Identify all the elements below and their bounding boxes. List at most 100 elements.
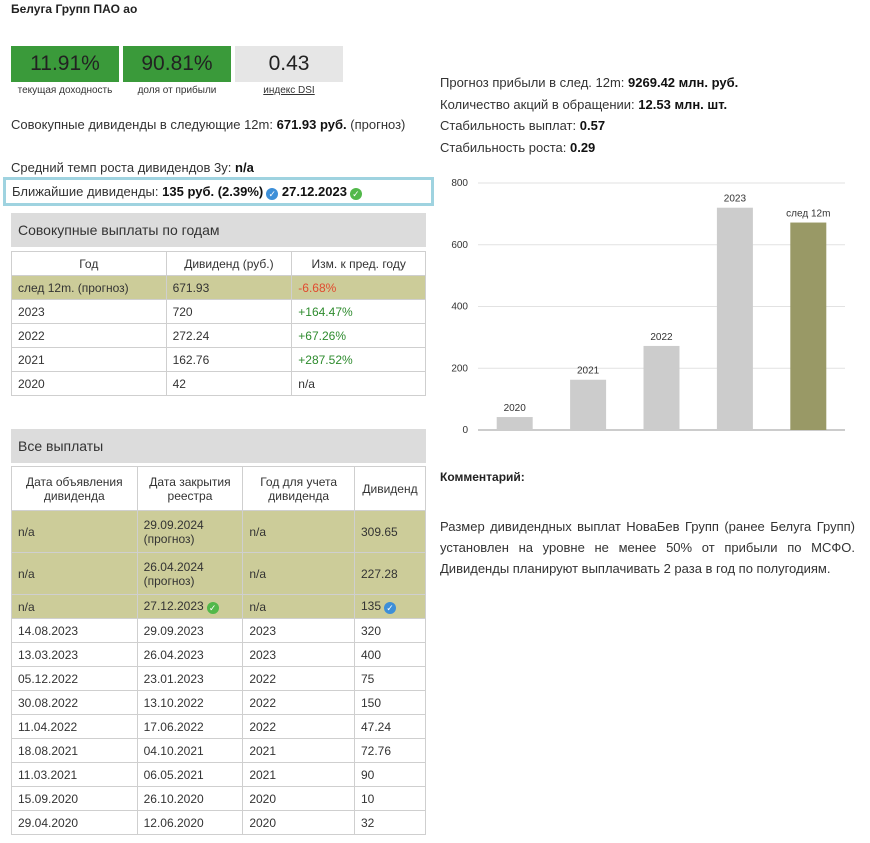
chart-bar xyxy=(790,222,827,430)
cell-close: 23.01.2023 xyxy=(136,666,244,691)
stab-growth-value: 0.29 xyxy=(569,140,596,155)
table-row: 14.08.2023 29.09.2023 2023 320 xyxy=(11,618,426,643)
cell-announce: 13.03.2023 xyxy=(11,642,138,667)
cell-dividend: 42 xyxy=(165,371,293,396)
cell-announce: 15.09.2020 xyxy=(11,786,138,811)
cell-close: 26.04.2024 (прогноз) xyxy=(136,552,244,595)
cell-announce: 11.04.2022 xyxy=(11,714,138,739)
cumulative-dividends: Совокупные дивиденды в следующие 12m: 67… xyxy=(11,114,426,135)
cell-dividend: 150 xyxy=(354,690,426,715)
cell-year: 2021 xyxy=(242,762,355,787)
cell-close: 13.10.2022 xyxy=(136,690,244,715)
cell-close: 29.09.2023 xyxy=(136,618,244,643)
metric-yield-caption: текущая доходность xyxy=(17,85,113,96)
payments-header-row: Дата объявления дивиденда Дата закрытия … xyxy=(11,466,426,511)
cell-announce: 30.08.2022 xyxy=(11,690,138,715)
col-announce-date: Дата объявления дивиденда xyxy=(11,466,138,511)
cell-year: 2022 xyxy=(242,714,355,739)
yearly-table: Год Дивиденд (руб.) Изм. к пред. году сл… xyxy=(11,251,426,396)
table-row: 15.09.2020 26.10.2020 2020 10 xyxy=(11,786,426,811)
table-row: 18.08.2021 04.10.2021 2021 72.76 xyxy=(11,738,426,763)
y-tick-label: 600 xyxy=(451,240,468,251)
cell-dividend: 162.76 xyxy=(165,347,293,372)
table-row: 11.04.2022 17.06.2022 2022 47.24 xyxy=(11,714,426,739)
metric-yield-value: 11.91% xyxy=(11,46,119,82)
col-year: Год xyxy=(11,251,167,276)
cell-change: +67.26% xyxy=(291,323,426,348)
cell-change: +164.47% xyxy=(291,299,426,324)
cell-dividend: 90 xyxy=(354,762,426,787)
cell-announce: 05.12.2022 xyxy=(11,666,138,691)
table-row: n/a 27.12.2023 ✓ n/a 135 ✓ xyxy=(11,594,426,619)
cell-year: 2023 xyxy=(242,642,355,667)
cell-dividend: 75 xyxy=(354,666,426,691)
cell-year: 2023 xyxy=(242,618,355,643)
payment-stability: Стабильность выплат: 0.57 xyxy=(440,115,605,136)
close-note: (прогноз) xyxy=(143,573,195,588)
dividend-bar-chart: 0 200 400 600 800 2020 2021 2022 2023 след 12m xyxy=(451,178,845,436)
growth-rate: Средний темп роста дивидендов 3y: n/a xyxy=(11,157,254,178)
cell-year: 2020 xyxy=(242,810,355,835)
cell-announce: n/a xyxy=(11,552,138,595)
cum-div-label: Совокупные дивиденды в следующие 12m: xyxy=(11,117,273,132)
cell-dividend: 400 xyxy=(354,642,426,667)
cell-close: 26.04.2023 xyxy=(136,642,244,667)
table-row: 29.04.2020 12.06.2020 2020 32 xyxy=(11,810,426,835)
cell-dividend: 32 xyxy=(354,810,426,835)
cell-close: 04.10.2021 xyxy=(136,738,244,763)
cell-year: 2020 xyxy=(242,786,355,811)
bar-category-label: след 12m xyxy=(786,209,830,220)
cell-dividend: 227.28 xyxy=(354,552,426,595)
bar-category-label: 2020 xyxy=(504,403,527,414)
metric-yield: 11.91% текущая доходность xyxy=(11,46,119,96)
col-dividend: Дивиденд (руб.) xyxy=(165,251,293,276)
y-tick-label: 400 xyxy=(451,302,468,313)
cell-announce: 14.08.2023 xyxy=(11,618,138,643)
table-row: 05.12.2022 23.01.2023 2022 75 xyxy=(11,666,426,691)
bar-category-label: 2021 xyxy=(577,366,600,377)
y-tick-label: 200 xyxy=(451,363,468,374)
metric-payout-caption: доля от прибыли xyxy=(137,85,217,96)
cell-change: -6.68% xyxy=(291,275,426,300)
cell-announce: n/a xyxy=(11,594,138,619)
cell-year: n/a xyxy=(242,594,355,619)
table-row: след 12m. (прогноз) 671.93 -6.68% xyxy=(11,275,426,300)
close-date: 27.12.2023 xyxy=(143,599,204,613)
table-row: 2020 42 n/a xyxy=(11,371,426,396)
cell-year: n/a xyxy=(242,510,355,553)
cell-dividend: 10 xyxy=(354,786,426,811)
metric-dsi: 0.43 индекс DSI xyxy=(235,46,343,96)
dividend-value: 135 xyxy=(361,599,382,613)
dsi-index-link[interactable]: индекс DSI xyxy=(263,85,315,96)
cell-dividend: 272.24 xyxy=(165,323,293,348)
table-row: 2021 162.76 +287.52% xyxy=(11,347,426,372)
cell-year: 2020 xyxy=(11,371,167,396)
col-dividend: Дивиденд xyxy=(354,466,426,511)
chart-bar xyxy=(716,207,753,430)
bar-category-label: 2023 xyxy=(724,194,747,205)
close-date: 29.09.2024 xyxy=(143,517,204,532)
close-note: (прогноз) xyxy=(143,531,195,546)
chart-bar xyxy=(643,345,680,430)
cell-close: 27.12.2023 ✓ xyxy=(136,594,244,619)
cell-year: след 12m. (прогноз) xyxy=(11,275,167,300)
all-payments-section-header: Все выплаты xyxy=(11,429,426,463)
cell-year: 2021 xyxy=(242,738,355,763)
cell-announce: n/a xyxy=(11,510,138,553)
cell-dividend: 47.24 xyxy=(354,714,426,739)
yearly-section-header: Совокупные выплаты по годам xyxy=(11,213,426,247)
chart-bar xyxy=(496,417,533,430)
growth-label: Средний темп роста дивидендов 3y: xyxy=(11,160,232,175)
nearest-date: 27.12.2023 xyxy=(281,184,347,199)
shares-count: Количество акций в обращении: 12.53 млн.… xyxy=(440,94,727,115)
company-title: Белуга Групп ПАО ао xyxy=(11,2,138,16)
table-row: n/a 29.09.2024 (прогноз) n/a 309.65 xyxy=(11,510,426,553)
cell-close: 06.05.2021 xyxy=(136,762,244,787)
cell-change: n/a xyxy=(291,371,426,396)
bar-category-label: 2022 xyxy=(650,332,673,343)
growth-value: n/a xyxy=(235,160,254,175)
verified-icon: ✓ xyxy=(266,188,279,200)
y-tick-label: 0 xyxy=(462,425,468,436)
close-date: 26.04.2024 xyxy=(143,559,204,574)
chart-bar xyxy=(570,379,607,430)
